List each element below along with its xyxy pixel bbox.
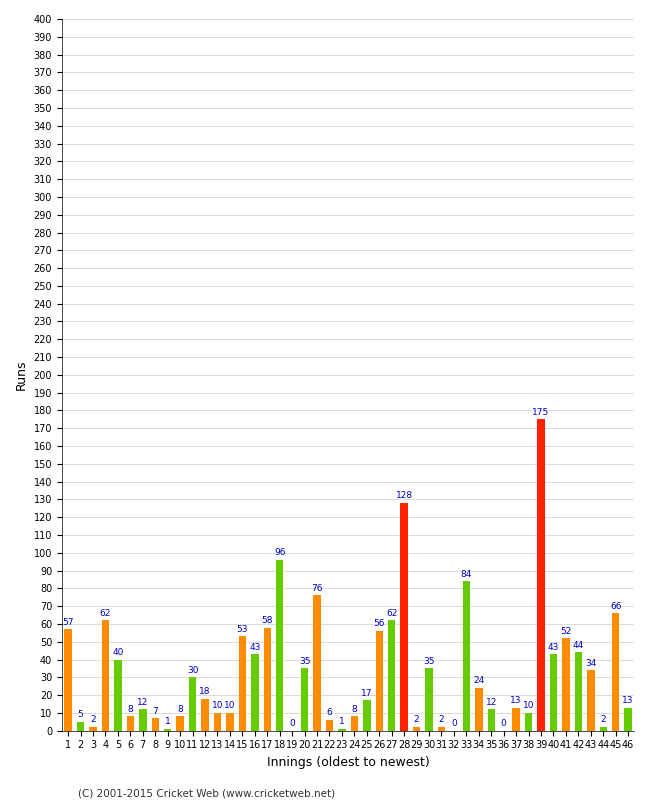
Bar <box>388 621 395 730</box>
Bar <box>64 630 72 730</box>
Text: 10: 10 <box>212 702 223 710</box>
Text: 6: 6 <box>326 708 332 718</box>
Bar <box>575 653 582 730</box>
Bar <box>525 713 532 730</box>
Text: 84: 84 <box>461 570 472 578</box>
Bar <box>488 710 495 730</box>
Bar <box>550 654 557 730</box>
Bar <box>326 720 333 730</box>
Bar <box>587 670 595 730</box>
Bar <box>338 729 346 730</box>
Text: 0: 0 <box>500 719 506 728</box>
Text: (C) 2001-2015 Cricket Web (www.cricketweb.net): (C) 2001-2015 Cricket Web (www.cricketwe… <box>78 788 335 798</box>
Bar <box>77 722 85 730</box>
Text: 57: 57 <box>62 618 74 626</box>
Bar <box>214 713 221 730</box>
Bar <box>376 631 383 730</box>
Bar <box>437 727 445 730</box>
Bar <box>276 560 283 730</box>
Bar <box>102 621 109 730</box>
Bar <box>475 688 482 730</box>
Text: 76: 76 <box>311 584 323 593</box>
Bar <box>625 707 632 730</box>
Text: 34: 34 <box>585 658 597 667</box>
Text: 0: 0 <box>289 719 295 728</box>
Text: 8: 8 <box>177 705 183 714</box>
Text: 0: 0 <box>451 719 457 728</box>
Text: 8: 8 <box>352 705 358 714</box>
Text: 44: 44 <box>573 641 584 650</box>
Bar <box>562 638 569 730</box>
Bar <box>350 717 358 730</box>
Text: 62: 62 <box>386 609 397 618</box>
Text: 175: 175 <box>532 408 550 417</box>
Bar <box>251 654 259 730</box>
Bar <box>413 727 421 730</box>
Text: 35: 35 <box>299 657 310 666</box>
Text: 18: 18 <box>200 687 211 696</box>
Bar <box>127 717 134 730</box>
Text: 1: 1 <box>165 718 170 726</box>
Bar <box>301 669 308 730</box>
Text: 2: 2 <box>601 715 606 725</box>
Text: 30: 30 <box>187 666 198 674</box>
Bar <box>89 727 97 730</box>
Text: 35: 35 <box>423 657 435 666</box>
Text: 12: 12 <box>486 698 497 706</box>
Text: 58: 58 <box>261 616 273 625</box>
Text: 2: 2 <box>439 715 444 725</box>
Bar <box>239 637 246 730</box>
Bar <box>263 627 271 730</box>
Bar <box>400 503 408 730</box>
Text: 17: 17 <box>361 689 372 698</box>
Y-axis label: Runs: Runs <box>15 360 28 390</box>
Text: 24: 24 <box>473 676 484 686</box>
Text: 12: 12 <box>137 698 148 706</box>
Text: 56: 56 <box>374 619 385 629</box>
Text: 10: 10 <box>523 702 534 710</box>
Bar <box>114 659 122 730</box>
Bar <box>176 717 184 730</box>
Bar <box>189 678 196 730</box>
Text: 2: 2 <box>414 715 419 725</box>
Text: 52: 52 <box>560 626 571 635</box>
Bar <box>202 698 209 730</box>
Bar <box>599 727 607 730</box>
Bar <box>139 710 146 730</box>
Bar <box>313 595 320 730</box>
Text: 5: 5 <box>78 710 83 719</box>
Text: 53: 53 <box>237 625 248 634</box>
Text: 40: 40 <box>112 648 124 657</box>
Bar <box>512 707 520 730</box>
Text: 2: 2 <box>90 715 96 725</box>
Text: 66: 66 <box>610 602 621 610</box>
Text: 7: 7 <box>152 706 158 715</box>
X-axis label: Innings (oldest to newest): Innings (oldest to newest) <box>266 756 430 769</box>
Text: 13: 13 <box>623 696 634 705</box>
Bar <box>425 669 433 730</box>
Text: 43: 43 <box>548 642 559 651</box>
Text: 62: 62 <box>99 609 111 618</box>
Text: 8: 8 <box>127 705 133 714</box>
Text: 128: 128 <box>396 491 413 500</box>
Bar <box>612 614 619 730</box>
Bar <box>226 713 233 730</box>
Text: 1: 1 <box>339 718 344 726</box>
Text: 96: 96 <box>274 548 285 558</box>
Bar <box>538 419 545 730</box>
Bar <box>151 718 159 730</box>
Text: 10: 10 <box>224 702 236 710</box>
Bar <box>463 582 470 730</box>
Bar <box>363 701 370 730</box>
Text: 13: 13 <box>510 696 522 705</box>
Bar <box>164 729 172 730</box>
Text: 43: 43 <box>249 642 261 651</box>
